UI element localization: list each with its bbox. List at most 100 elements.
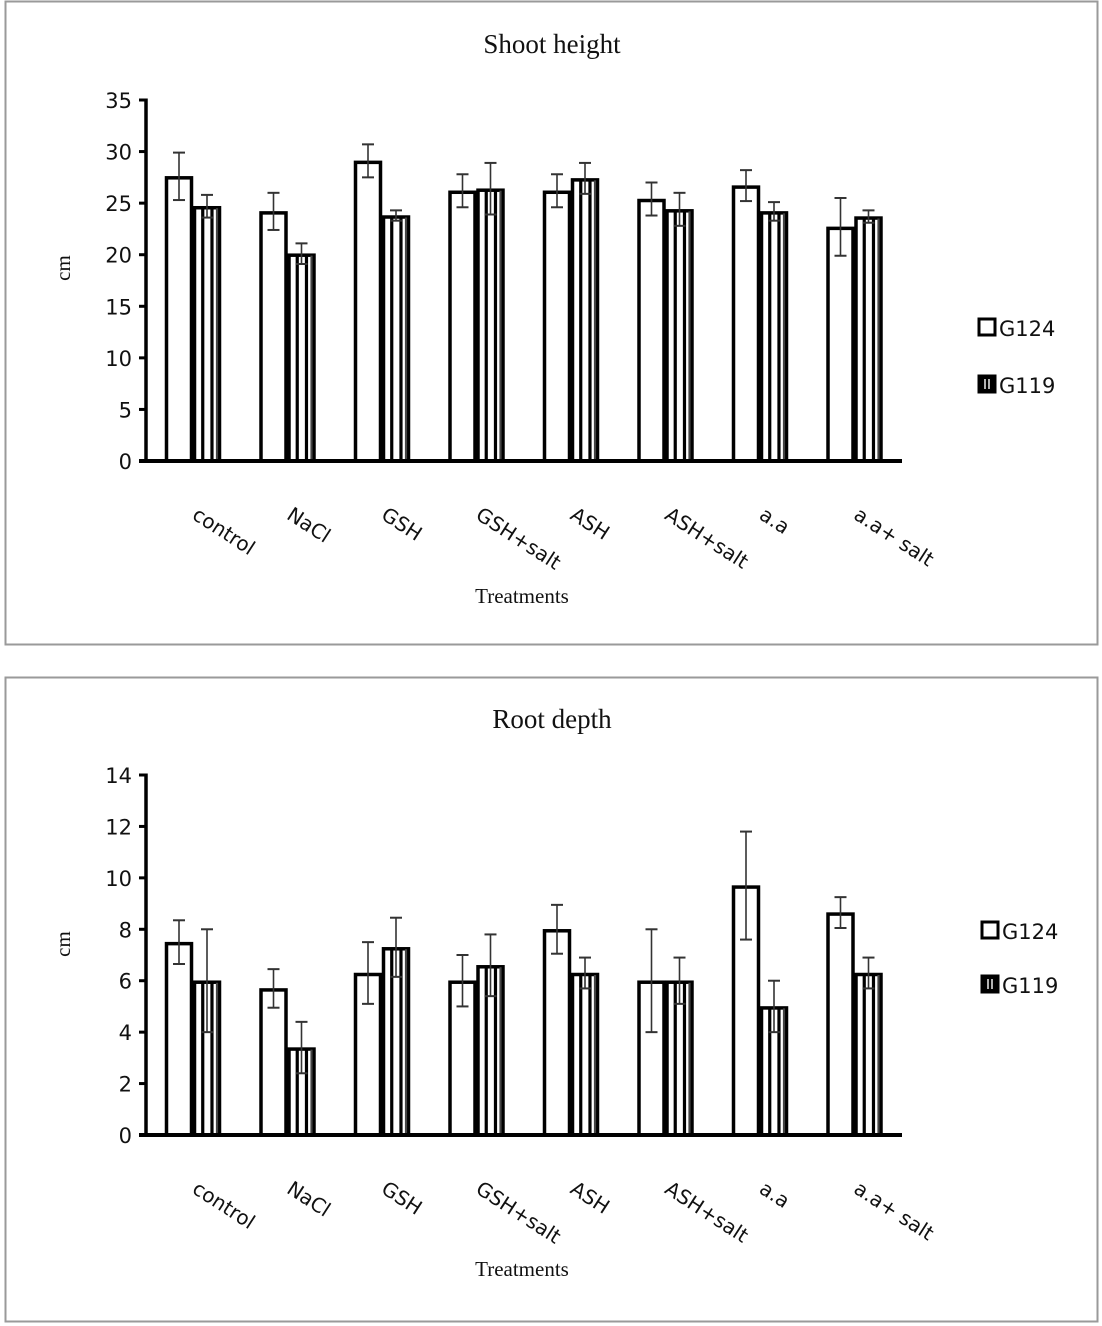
bar-g119-gsh-salt [476,161,505,463]
bar-g124-a-a-salt [826,896,855,1137]
error-bar [768,201,780,222]
y-tick-label: 15 [105,295,132,319]
bar-g119-nacl [287,242,316,463]
legend-item-g119: G119 [980,974,1058,998]
bar-g119-ash [570,161,600,463]
error-bar [673,956,686,1005]
error-bar [267,191,280,231]
error-bar [456,173,469,209]
bar-g119-gsh [381,209,411,463]
bar [826,912,855,1137]
bar-g124-control [164,919,194,1137]
bar-g124-ash [542,173,572,463]
error-bar [267,968,280,1009]
y-tick-label: 5 [119,398,132,422]
error-bar [295,1020,308,1075]
legend-label: G124 [999,317,1055,341]
legend-swatch-open [977,317,997,337]
bar-g124-ash [542,903,572,1137]
bar [353,160,383,463]
bar-g119-ash [570,956,600,1137]
y-tick-labels: 0 2 4 6 8 10 12 14 [105,764,132,1148]
bar [854,216,883,463]
error-bar [862,956,875,990]
error-bar [551,173,563,209]
bar [164,176,194,463]
axes [139,773,902,1137]
bar-g119-ash-salt [665,956,694,1137]
bar-g119-a-a [759,201,789,463]
chart-title: Shoot height [483,29,621,59]
error-bar [173,151,185,202]
bar-g119-control [192,193,222,463]
error-bar [201,928,213,1034]
bar-g124-gsh [353,941,383,1137]
error-bar [645,181,658,217]
bar [259,211,288,463]
error-bar [362,143,374,179]
y-tick-label: 20 [105,244,132,268]
bar [542,929,572,1137]
bar [542,190,572,463]
legend-label: G124 [1002,920,1058,944]
legend-item-g124: G124 [980,920,1058,944]
x-axis-title: Treatments [475,584,569,608]
y-tick-label: 30 [105,141,132,165]
bar [259,988,288,1137]
bar-g119-gsh [381,916,411,1137]
legend-item-g119: G119 [977,374,1055,398]
bar [381,215,411,463]
bar [826,226,855,463]
error-bar [834,896,847,929]
legend-item-g124: G124 [977,317,1055,341]
legend-swatch-open [980,920,1000,940]
bar [759,211,789,463]
bar [854,972,883,1137]
y-tick-label: 0 [119,450,132,474]
error-bar [390,209,402,222]
y-tick-label: 6 [119,970,132,994]
error-bar [579,161,591,195]
legend-label: G119 [1002,974,1058,998]
bar-g124-nacl [259,191,288,463]
error-bar [673,191,686,227]
bars [164,830,883,1137]
bar [570,178,600,463]
bar-g119-a-a-salt [854,209,883,463]
error-bar [456,954,469,1008]
y-tick-label: 10 [105,867,132,891]
error-bar [740,169,752,203]
error-bar [551,903,563,955]
bar [448,980,477,1137]
legend-swatch-striped [980,974,1000,994]
error-bar [645,928,658,1034]
y-tick-label: 14 [105,764,132,788]
error-bar [484,161,497,216]
axes [139,98,902,463]
bar-g124-gsh [353,143,383,463]
y-tick-label: 12 [105,815,132,839]
error-bar [295,242,308,265]
bar [381,947,411,1137]
error-bar [768,979,780,1034]
error-bar [390,916,402,978]
bar-g124-gsh-salt [448,954,477,1137]
shoot-height-chart: Shoot height cm Treatments 0 5 10 15 20 25 30 3… [4,0,1099,646]
y-tick-label: 10 [105,347,132,371]
y-tick-labels: 0 5 10 15 20 25 30 35 [105,89,132,474]
y-tick-label: 8 [119,918,132,942]
x-axis-title: Treatments [475,1257,569,1281]
legend: G124 G119 [980,920,1058,998]
y-axis-title: cm [51,931,75,957]
bar [476,188,505,463]
bar [637,198,666,463]
chart-title: Root depth [492,704,612,734]
y-tick-label: 4 [119,1021,132,1045]
error-bar [201,193,213,219]
bar-g124-ash-salt [637,181,666,463]
bar-g124-control [164,151,194,463]
legend-label: G119 [999,374,1055,398]
bar-g119-a-a-salt [854,956,883,1137]
